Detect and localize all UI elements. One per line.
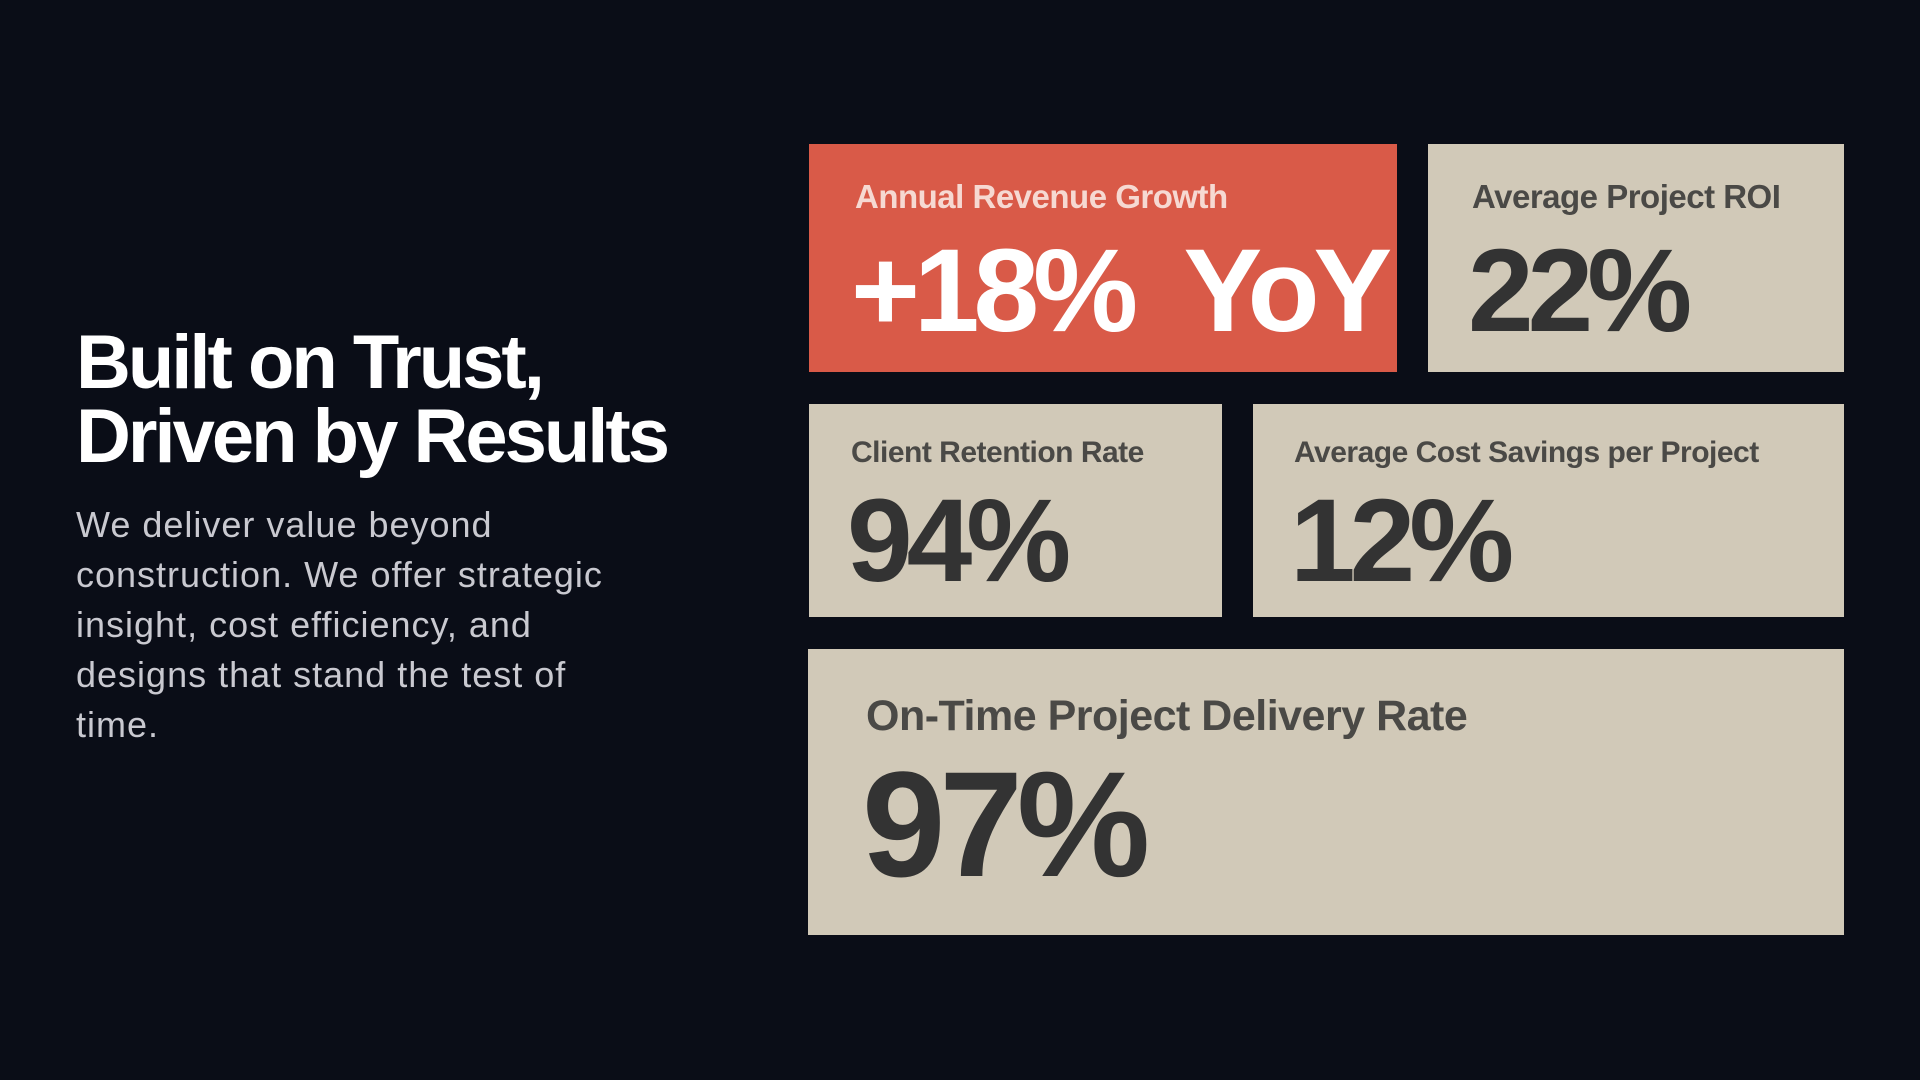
stat-value: 22% [1468,225,1692,357]
stat-card: On-Time Project Delivery Rate 97% [808,649,1844,935]
stat-label: Annual Revenue Growth [855,178,1228,215]
stat-label: On-Time Project Delivery Rate [866,692,1468,740]
stat-label: Average Project ROI [1472,178,1781,215]
stat-card: Average Cost Savings per Project 12% [1253,404,1844,617]
stat-card: Average Project ROI 22% [1428,144,1844,372]
stat-card: Client Retention Rate 94% [809,404,1222,617]
stat-value: +18% YoY [851,225,1392,357]
description: We deliver value beyond construction. We… [76,504,603,745]
heading: Built on Trust, Driven by Results [76,320,670,479]
heading-line: Driven by Results [76,394,670,479]
stat-label: Client Retention Rate [851,436,1144,469]
stat-value: 94% [847,475,1071,607]
stat-value: 97% [862,740,1150,908]
stat-label: Average Cost Savings per Project [1294,436,1759,469]
heading-line: Built on Trust, [76,320,545,405]
stat-value: 12% [1290,475,1514,607]
stat-card: Annual Revenue Growth +18% YoY [809,144,1397,372]
